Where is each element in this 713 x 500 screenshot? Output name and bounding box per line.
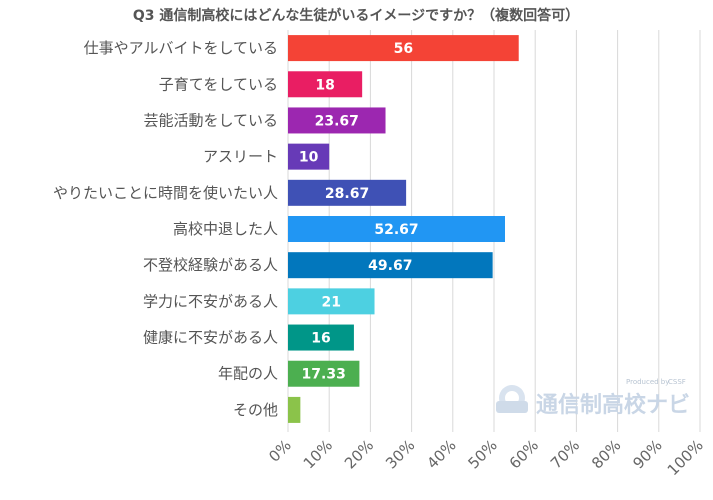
value-label: 21 — [322, 294, 341, 310]
tick-label-layer: 0% 10% 20% 30% 40% 50% 60% 70% 80% 90%100% — [265, 436, 707, 479]
bar — [288, 252, 493, 279]
bar — [288, 396, 301, 423]
category-label: 年配の人 — [218, 365, 278, 383]
x-tick-label: 100% — [664, 436, 707, 479]
category-label: 子育てをしている — [159, 75, 278, 93]
bar — [288, 35, 519, 62]
category-label: 不登校経験がある人 — [143, 256, 278, 274]
value-label: 52.67 — [374, 222, 418, 238]
x-tick-label: 40% — [423, 436, 459, 472]
chart-title: Q3 通信制高校にはどんな生徒がいるイメージですか？（複数回答可） — [133, 7, 579, 24]
x-tick-label: 0% — [265, 436, 295, 466]
category-label: やりたいことに時間を使いたい人 — [53, 184, 278, 202]
bar — [288, 324, 354, 351]
watermark-brand: 通信制高校ナビ — [536, 392, 690, 418]
bar — [288, 216, 506, 242]
watermark: 通信制高校ナビ Produced by CSSF — [496, 378, 690, 418]
bar — [288, 360, 360, 387]
category-label: 高校中退した人 — [173, 220, 278, 238]
x-tick-label: 50% — [465, 436, 501, 472]
value-label: 18 — [315, 77, 334, 93]
category-label: アスリート — [203, 148, 278, 166]
bar-layer: 56 18 23.67 10 28.67 52.67 49.67 21 16 17.33 — [288, 35, 519, 423]
category-label-layer: 仕事やアルバイトをしている子育てをしている芸能活動をしているアスリートやりたいこ… — [53, 39, 278, 419]
value-label: 23.67 — [315, 113, 359, 129]
x-tick-label: 10% — [300, 436, 336, 472]
value-label: 10 — [299, 150, 319, 166]
x-tick-label: 20% — [341, 436, 377, 472]
watermark-produced-by: Produced by — [626, 378, 669, 386]
x-tick-label: 70% — [547, 436, 583, 472]
category-label: 健康に不安がある人 — [143, 329, 278, 347]
bar — [288, 179, 407, 206]
category-label: その他 — [233, 401, 278, 419]
value-label: 17.33 — [302, 367, 346, 383]
navi-logo-icon — [496, 385, 528, 413]
bar — [288, 288, 375, 315]
value-label: 16 — [311, 331, 330, 347]
bar — [288, 71, 363, 98]
value-label: 56 — [394, 41, 413, 57]
value-label: 49.67 — [368, 258, 412, 274]
x-tick-label: 60% — [506, 436, 542, 472]
x-tick-label: 90% — [629, 436, 665, 472]
watermark-producer: CSSF — [668, 378, 686, 386]
bar — [288, 143, 330, 170]
category-label: 仕事やアルバイトをしている — [84, 39, 278, 57]
category-label: 芸能活動をしている — [143, 111, 278, 129]
category-label: 学力に不安がある人 — [143, 292, 278, 310]
x-tick-label: 80% — [588, 436, 624, 472]
value-label: 28.67 — [325, 186, 369, 202]
bar — [288, 107, 386, 134]
x-tick-label: 30% — [382, 436, 418, 472]
